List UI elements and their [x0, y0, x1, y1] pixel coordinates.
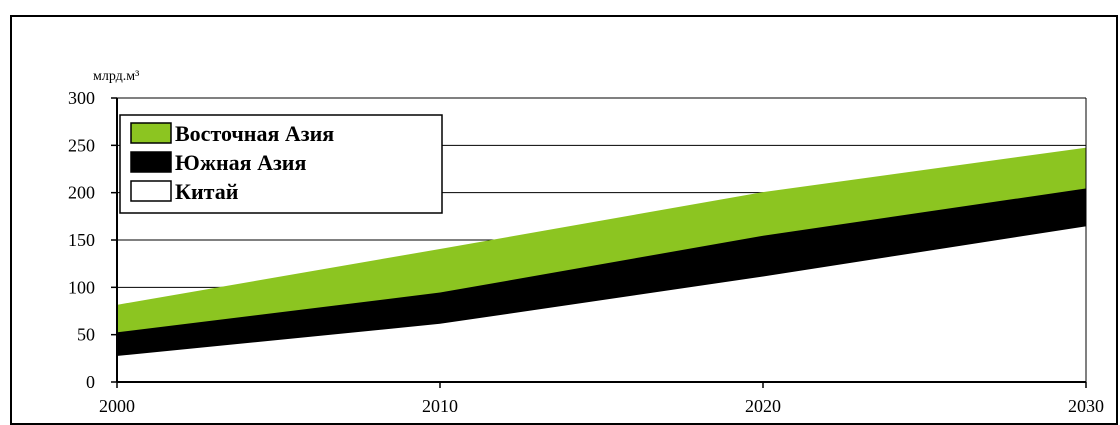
x-tick-label: 2000 [99, 396, 135, 416]
y-tick-label: 50 [77, 325, 95, 345]
legend-label: Восточная Азия [175, 121, 334, 146]
y-tick-label: 250 [68, 135, 95, 155]
y-tick-label: 150 [68, 230, 95, 250]
tick-labels: 0 50 100 150 200 250 300 2000 2010 2020 2030 [68, 88, 1104, 416]
y-tick-label: 100 [68, 277, 95, 297]
legend-label: Китай [175, 179, 239, 204]
x-tick-label: 2030 [1068, 396, 1104, 416]
x-tick-label: 2020 [745, 396, 781, 416]
legend-swatch [130, 180, 172, 202]
y-tick-label: 300 [68, 88, 95, 108]
area-series [116, 147, 1087, 382]
legend-label: Южная Азия [175, 150, 306, 175]
legend-swatch [130, 122, 172, 144]
area-series-1 [117, 225, 1086, 382]
legend-swatch [130, 151, 172, 173]
legend-box [119, 114, 443, 214]
legend: Восточная Азия Южная Азия Китай [119, 114, 443, 214]
x-tick-label: 2010 [422, 396, 458, 416]
y-tick-label: 200 [68, 183, 95, 203]
y-axis-unit-label: млрд.м³ [93, 69, 139, 84]
y-tick-label: 0 [86, 372, 95, 392]
